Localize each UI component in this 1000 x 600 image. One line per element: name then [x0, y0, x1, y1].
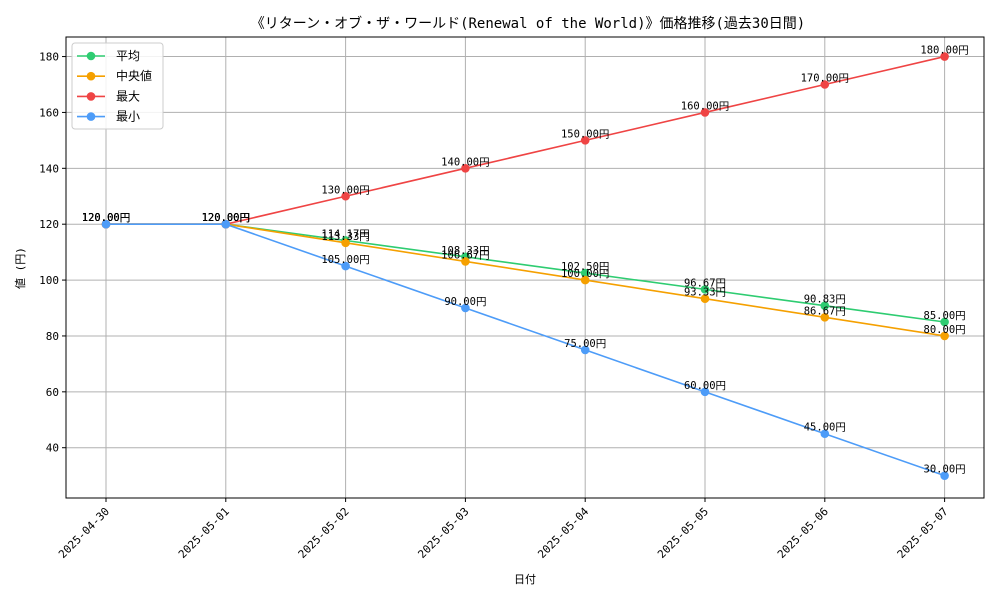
- data-point: [580, 275, 590, 285]
- data-label: 120.00円: [82, 212, 130, 224]
- y-axis-ticks: 40 60 80 100 120 140 160 180: [39, 51, 66, 455]
- data-label: 90.83円: [804, 294, 846, 306]
- data-point: [700, 285, 710, 294]
- x-tick-label: 2025-05-01: [176, 505, 232, 561]
- legend-swatch-marker: [86, 112, 96, 121]
- data-point: [700, 294, 710, 304]
- y-tick-label: 60: [46, 386, 59, 399]
- data-label: 60.00円: [684, 380, 726, 392]
- x-tick-label: 2025-04-30: [56, 505, 112, 561]
- x-tick-label: 2025-05-03: [415, 505, 471, 561]
- series-layer: [101, 52, 949, 480]
- data-point: [461, 164, 470, 173]
- data-point: [820, 313, 830, 322]
- data-point: [221, 219, 231, 229]
- y-tick-label: 120: [39, 218, 59, 231]
- data-point: [580, 136, 590, 145]
- y-tick-label: 100: [39, 274, 59, 287]
- data-point: [341, 191, 350, 201]
- data-labels: 120.00円 120.00円 114.17円 108.33円 102.50円 96.67…: [82, 45, 969, 476]
- x-tick-label: 2025-05-06: [775, 505, 831, 561]
- data-label: 80.00円: [924, 324, 966, 336]
- y-tick-label: 40: [46, 442, 59, 455]
- y-axis-label: 値 (円): [14, 247, 27, 289]
- data-point: [580, 268, 590, 278]
- y-tick-label: 80: [46, 330, 59, 343]
- data-label: 120.00円: [82, 212, 130, 224]
- data-label: 75.00円: [564, 338, 606, 350]
- data-label: 180.00円: [920, 45, 968, 57]
- data-label: 130.00円: [321, 184, 369, 196]
- data-label: 96.67円: [684, 277, 726, 289]
- data-point: [940, 317, 949, 327]
- y-tick-label: 160: [39, 106, 59, 119]
- data-label: 120.00円: [202, 212, 250, 224]
- data-label: 86.67円: [804, 305, 846, 317]
- y-tick-label: 140: [39, 162, 59, 175]
- data-label: 30.00円: [924, 464, 966, 476]
- data-label: 120.00円: [82, 212, 130, 224]
- x-tick-label: 2025-05-02: [296, 505, 352, 561]
- data-label: 102.50円: [561, 261, 609, 273]
- plot-frame: [65, 36, 985, 499]
- data-point: [341, 261, 350, 271]
- legend-label: 中央値: [116, 68, 152, 83]
- y-tick-label: 180: [39, 51, 59, 64]
- legend-label: 最大: [116, 89, 140, 103]
- x-axis-label: 日付: [514, 573, 536, 586]
- data-label: 120.00円: [202, 212, 250, 224]
- data-point: [700, 387, 710, 397]
- legend-swatch-marker: [86, 71, 96, 81]
- data-label: 93.33円: [684, 287, 726, 299]
- data-point: [461, 257, 470, 266]
- data-point: [820, 80, 830, 89]
- series-line: [106, 223, 945, 477]
- x-axis-ticks: 2025-04-30 2025-05-01 2025-05-02 2025-05-03…: [56, 498, 951, 561]
- x-tick-label: 2025-05-05: [655, 505, 711, 561]
- data-label: 120.00円: [82, 212, 130, 224]
- x-tick-label: 2025-05-07: [895, 505, 951, 561]
- legend-label: 平均: [116, 49, 140, 63]
- data-point: [341, 238, 350, 248]
- series-line: [106, 55, 945, 225]
- x-tick-label: 2025-05-04: [535, 505, 591, 561]
- data-point: [940, 471, 949, 480]
- data-label: 105.00円: [321, 254, 369, 266]
- data-label: 140.00円: [441, 156, 489, 168]
- data-label: 108.33円: [441, 245, 489, 257]
- data-point: [580, 345, 590, 355]
- data-label: 106.67円: [441, 249, 489, 261]
- chart-title: 《リターン・オブ・ザ・ワールド(Renewal of the World)》価格…: [251, 15, 805, 32]
- data-label: 170.00円: [801, 72, 849, 84]
- series-line: [106, 223, 945, 337]
- data-point: [820, 429, 830, 439]
- data-point: [461, 303, 470, 313]
- data-label: 100.00円: [561, 268, 609, 280]
- legend-swatch-marker: [86, 51, 96, 61]
- data-point: [820, 301, 830, 310]
- data-label: 85.00円: [924, 310, 966, 322]
- data-label: 120.00円: [202, 212, 250, 224]
- legend-swatch-marker: [86, 92, 96, 101]
- legend-box: [71, 42, 164, 130]
- data-label: 90.00円: [444, 296, 486, 308]
- data-label: 120.00円: [202, 212, 250, 224]
- data-point: [101, 219, 111, 229]
- data-label: 160.00円: [681, 100, 729, 112]
- data-point: [940, 331, 949, 341]
- grid: [66, 37, 984, 498]
- data-label: 114.17円: [321, 228, 369, 240]
- data-point: [940, 52, 949, 61]
- data-point: [700, 108, 710, 117]
- data-label: 113.33円: [321, 231, 369, 243]
- data-label: 45.00円: [804, 422, 846, 434]
- data-label: 150.00円: [561, 128, 609, 140]
- legend-label: 最小: [116, 110, 140, 124]
